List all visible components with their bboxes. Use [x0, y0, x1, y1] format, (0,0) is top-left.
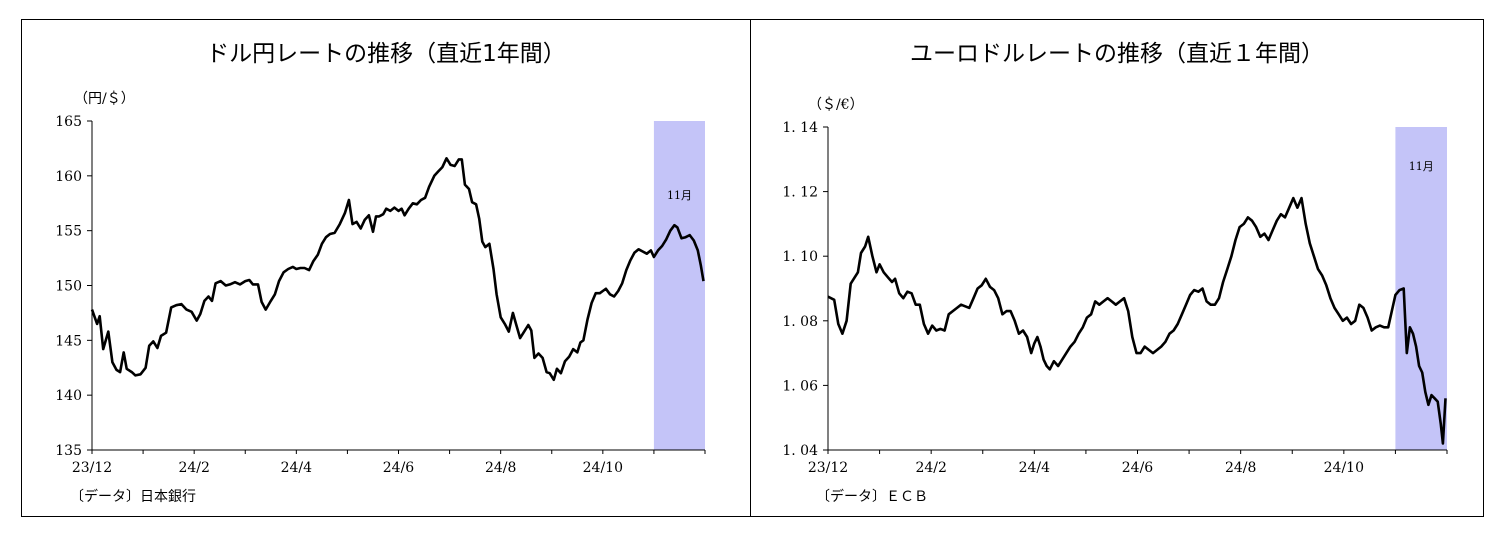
y-tick-label: 145 [55, 333, 82, 349]
x-tick-label: 24/10 [1324, 460, 1364, 476]
x-tick-label: 24/2 [915, 460, 946, 476]
y-tick-label: 140 [55, 388, 82, 404]
highlight-band [653, 121, 705, 450]
chart-title: ドル円レートの推移（直近1年間） [206, 41, 566, 67]
y-tick-label: 150 [55, 279, 82, 295]
highlight-label: 11月 [667, 189, 692, 202]
y-tick-label: 165 [55, 114, 82, 130]
y-tick-label: 1. 04 [782, 443, 818, 459]
x-tick-label: 23/12 [72, 460, 112, 476]
y-tick-label: 1. 12 [782, 185, 818, 201]
x-tick-label: 24/10 [583, 460, 623, 476]
x-tick-label: 24/2 [178, 460, 209, 476]
usd-jpy-panel: ドル円レートの推移（直近1年間） （円/＄） 11月 165 160 155 150 14… [22, 20, 750, 516]
y-axis-unit: （円/＄） [74, 91, 135, 107]
y-tick-label: 135 [55, 443, 82, 459]
data-source: 〔データ〕ＥＣＢ [816, 489, 928, 505]
x-tick-label: 23/12 [808, 460, 848, 476]
panel-divider [750, 19, 751, 517]
y-axis-unit: （＄/€） [808, 97, 864, 113]
eur-usd-panel: ユーロドルレートの推移（直近１年間） （＄/€） 11月 1. 14 1. 12 1.… [751, 20, 1483, 516]
x-tick-label: 24/4 [1019, 460, 1051, 476]
chart-title: ユーロドルレートの推移（直近１年間） [910, 41, 1324, 67]
x-tick-label: 24/6 [383, 460, 415, 476]
y-tick-label: 1. 08 [782, 314, 818, 330]
highlight-label: 11月 [1409, 160, 1434, 173]
x-tick-label: 24/8 [1225, 460, 1256, 476]
y-tick-label: 160 [55, 169, 82, 185]
y-tick-label: 1. 14 [782, 120, 818, 136]
x-tick-label: 24/4 [281, 460, 313, 476]
x-tick-label: 24/6 [1122, 460, 1154, 476]
x-tick-label: 24/8 [485, 460, 516, 476]
y-tick-label: 155 [55, 224, 82, 240]
series-line [827, 196, 1447, 445]
y-tick-label: 1. 06 [782, 378, 818, 394]
y-tick-label: 1. 10 [782, 249, 818, 265]
outer-frame [21, 19, 1484, 517]
series-line [90, 157, 705, 382]
data-source: 〔データ〕日本銀行 [70, 489, 196, 505]
